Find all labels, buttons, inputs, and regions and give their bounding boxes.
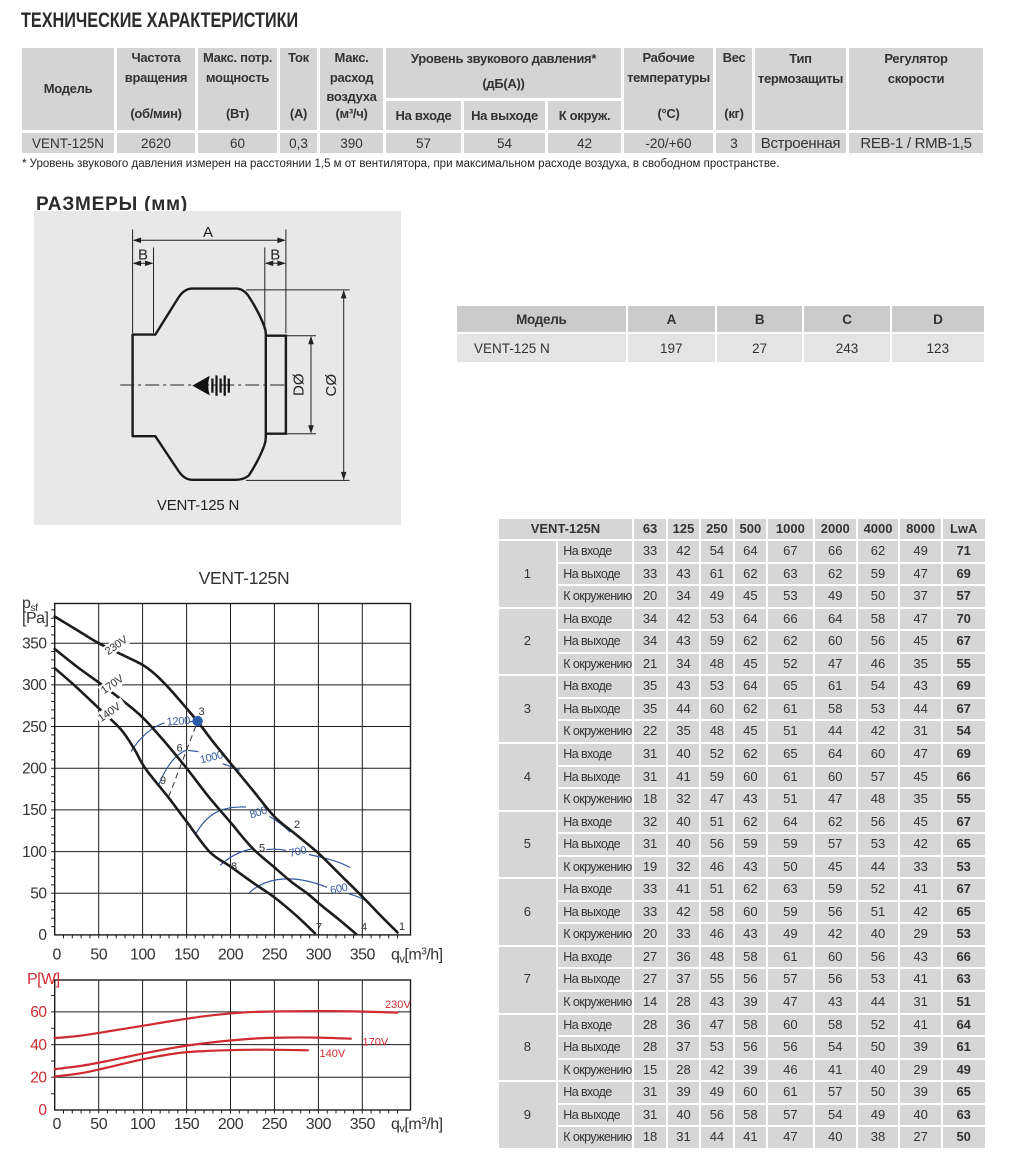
svg-text:700: 700 (288, 844, 308, 860)
svg-text:CØ: CØ (323, 374, 340, 397)
svg-text:200: 200 (22, 760, 47, 777)
svg-text:qv[m3/h]: qv[m3/h] (391, 1116, 443, 1135)
svg-text:60: 60 (30, 1004, 47, 1021)
svg-text:B: B (138, 247, 148, 264)
svg-text:DØ: DØ (291, 373, 308, 396)
svg-text:5: 5 (259, 843, 265, 855)
svg-text:300: 300 (306, 947, 332, 964)
svg-text:100: 100 (130, 1116, 156, 1133)
svg-text:P[W]: P[W] (27, 971, 60, 988)
svg-text:20: 20 (30, 1070, 47, 1087)
svg-text:6: 6 (177, 743, 183, 755)
svg-text:qv[m3/h]: qv[m3/h] (391, 947, 443, 966)
svg-text:1200: 1200 (166, 715, 190, 729)
svg-text:7: 7 (316, 922, 322, 934)
svg-text:0: 0 (52, 1116, 61, 1133)
svg-text:100: 100 (130, 947, 156, 964)
svg-text:9: 9 (160, 775, 166, 787)
svg-text:350: 350 (350, 1116, 376, 1133)
svg-text:50: 50 (90, 947, 107, 964)
svg-text:170V: 170V (363, 1037, 389, 1049)
svg-text:0: 0 (52, 947, 61, 964)
svg-text:140V: 140V (320, 1048, 346, 1060)
svg-text:100: 100 (22, 844, 47, 861)
svg-text:[Pa]: [Pa] (22, 610, 49, 627)
svg-text:8: 8 (231, 861, 237, 873)
svg-text:350: 350 (350, 947, 376, 964)
svg-text:1000: 1000 (199, 749, 225, 766)
svg-text:250: 250 (22, 719, 47, 736)
svg-text:150: 150 (22, 802, 47, 819)
svg-text:250: 250 (262, 947, 288, 964)
svg-text:VENT-125 N: VENT-125 N (157, 497, 239, 514)
svg-text:300: 300 (22, 677, 47, 694)
svg-text:150: 150 (174, 947, 200, 964)
svg-text:50: 50 (30, 885, 47, 902)
svg-text:230V: 230V (385, 999, 411, 1011)
svg-text:VENT-125N: VENT-125N (199, 568, 290, 588)
svg-text:B: B (270, 247, 280, 264)
svg-text:A: A (203, 224, 213, 241)
svg-text:200: 200 (218, 947, 244, 964)
svg-text:300: 300 (306, 1116, 332, 1133)
svg-text:150: 150 (174, 1116, 200, 1133)
svg-text:2: 2 (294, 819, 300, 831)
svg-text:250: 250 (262, 1116, 288, 1133)
svg-text:0: 0 (38, 1102, 47, 1119)
svg-text:50: 50 (90, 1116, 107, 1133)
svg-text:40: 40 (30, 1037, 47, 1054)
svg-text:800: 800 (248, 804, 268, 821)
svg-text:3: 3 (199, 706, 205, 718)
svg-text:0: 0 (38, 927, 47, 944)
svg-text:600: 600 (329, 882, 349, 897)
svg-text:1: 1 (399, 921, 405, 933)
svg-text:4: 4 (361, 922, 367, 934)
svg-text:350: 350 (22, 635, 47, 652)
svg-text:200: 200 (218, 1116, 244, 1133)
